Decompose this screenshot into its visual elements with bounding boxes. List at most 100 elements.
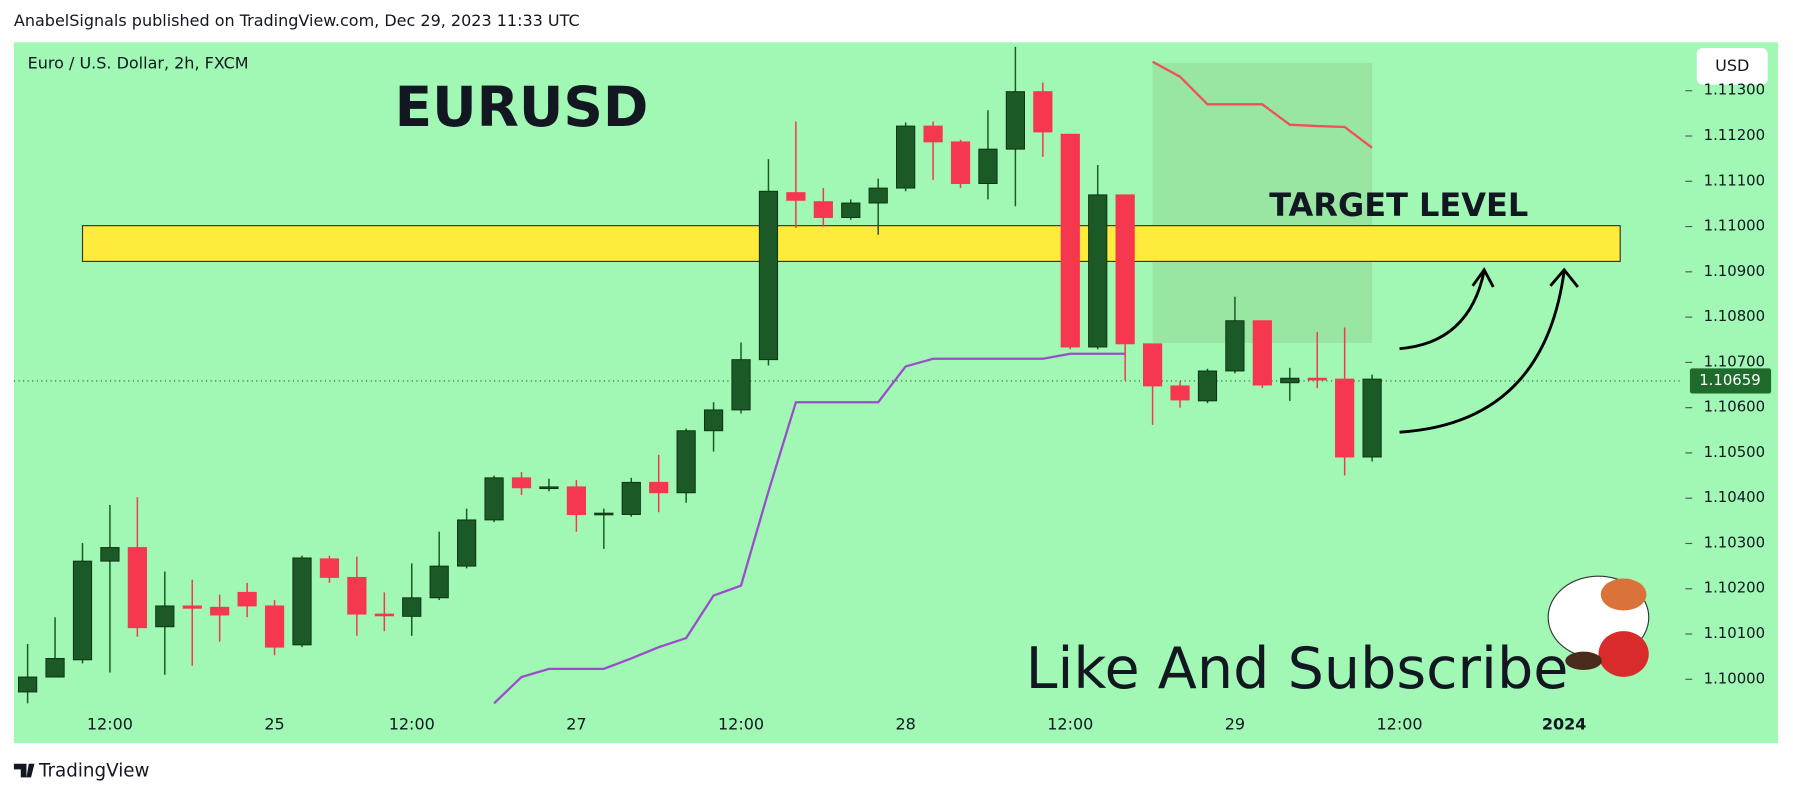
candle-body xyxy=(566,486,586,515)
candle-body xyxy=(45,658,65,678)
candle-body xyxy=(374,613,394,617)
currency-button[interactable] xyxy=(1696,48,1768,85)
y-tick-label: 1.11300 xyxy=(1704,81,1765,99)
candle-body xyxy=(292,557,312,646)
chart-title: EURUSD xyxy=(395,75,649,139)
candle-body xyxy=(264,605,285,648)
y-tick-label: 1.10500 xyxy=(1704,443,1765,461)
arrow-head xyxy=(1471,267,1495,288)
subtitle: Euro / U.S. Dollar, 2h, FXCM xyxy=(28,54,249,73)
y-tick-label: 1.10100 xyxy=(1704,624,1765,642)
candle-body xyxy=(813,201,833,218)
candle-body xyxy=(1335,378,1355,458)
candle-body xyxy=(72,560,93,661)
candle-body xyxy=(1225,320,1245,372)
x-tick-label: 27 xyxy=(566,714,586,733)
candle-body xyxy=(1170,385,1190,401)
candle-body xyxy=(1005,91,1026,150)
arrow-head xyxy=(1549,267,1580,288)
cup xyxy=(1565,651,1602,670)
candle-body xyxy=(868,187,888,204)
candle-body xyxy=(182,605,202,609)
candle-body xyxy=(539,486,559,490)
candle-body xyxy=(841,202,861,218)
annotation: Like And Subscribe xyxy=(1026,636,1569,702)
x-tick-label: 12:00 xyxy=(718,714,764,733)
currency-label[interactable]: USD xyxy=(1715,56,1749,75)
candle-body xyxy=(649,481,669,494)
candle-body xyxy=(347,576,367,615)
candle-body xyxy=(100,547,120,562)
candle-body xyxy=(319,558,340,578)
candle-body xyxy=(1088,194,1108,348)
x-tick-label: 25 xyxy=(264,714,284,733)
cat-patch xyxy=(1600,578,1647,611)
candle-body xyxy=(429,565,449,599)
candle-body xyxy=(1060,133,1080,348)
x-tick-label: 29 xyxy=(1225,714,1245,733)
y-tick-label: 1.10000 xyxy=(1704,669,1765,687)
candle-body xyxy=(676,430,696,494)
candle-body xyxy=(237,591,257,607)
target-zone xyxy=(1152,62,1373,343)
candle-body xyxy=(155,605,175,628)
candle-body xyxy=(731,359,751,411)
candle-body xyxy=(1033,91,1053,133)
x-tick-label: 12:00 xyxy=(1376,714,1422,733)
candle-body xyxy=(594,512,614,516)
x-tick-label: 2024 xyxy=(1542,714,1587,733)
candle-body xyxy=(484,477,504,521)
target-band xyxy=(81,225,1621,262)
candle-body xyxy=(1252,320,1272,386)
candle-body xyxy=(210,606,230,616)
arrow xyxy=(1399,270,1486,351)
arrows xyxy=(1399,267,1580,434)
header: AnabelSignals published on TradingView.c… xyxy=(14,11,580,30)
x-tick-label: 12:00 xyxy=(389,714,435,733)
y-tick-label: 1.10600 xyxy=(1704,398,1765,416)
y-tick-label: 1.10800 xyxy=(1704,307,1765,325)
cup xyxy=(1598,631,1649,677)
candle-body xyxy=(402,597,422,617)
candle-body xyxy=(978,148,998,185)
cat-icon xyxy=(1547,575,1650,677)
footer-logo xyxy=(13,763,35,778)
candle-body xyxy=(1115,194,1135,345)
candle-body xyxy=(950,141,971,185)
y-tick-label: 1.11000 xyxy=(1704,217,1765,235)
y-tick-label: 1.10200 xyxy=(1704,579,1765,597)
indicator-line xyxy=(1152,60,1373,149)
arrow xyxy=(1399,270,1566,434)
candle-body xyxy=(703,409,724,432)
candle-body xyxy=(621,481,641,515)
last-price-label: 1.10659 xyxy=(1699,371,1760,389)
candle-body xyxy=(1307,377,1327,381)
candle-body xyxy=(786,192,806,201)
last-price-box xyxy=(1689,368,1772,394)
candle-body xyxy=(127,547,147,629)
y-tick-label: 1.10300 xyxy=(1704,533,1765,551)
x-tick-label: 12:00 xyxy=(87,714,133,733)
candle-body xyxy=(1362,378,1382,458)
candle-body xyxy=(457,519,477,567)
candle-body xyxy=(18,676,38,693)
y-tick-label: 1.10900 xyxy=(1704,262,1765,280)
logo-mark xyxy=(13,763,35,778)
candle-body xyxy=(1142,343,1163,387)
y-tick-label: 1.11200 xyxy=(1704,126,1765,144)
annotation: TARGET LEVEL xyxy=(1269,186,1528,224)
y-tick-label: 1.10700 xyxy=(1704,352,1765,370)
candle-body xyxy=(896,125,916,189)
candle-body xyxy=(1197,370,1218,402)
candle-body xyxy=(758,190,779,361)
y-tick-label: 1.10400 xyxy=(1704,488,1765,506)
x-tick-label: 12:00 xyxy=(1047,714,1093,733)
indicator-line xyxy=(493,352,1126,705)
footer: TradingView xyxy=(38,761,150,782)
candle-body xyxy=(511,477,532,489)
candle-body xyxy=(1280,377,1300,384)
candle-body xyxy=(923,125,943,143)
x-tick-label: 28 xyxy=(895,714,915,733)
y-tick-label: 1.11100 xyxy=(1704,171,1765,189)
